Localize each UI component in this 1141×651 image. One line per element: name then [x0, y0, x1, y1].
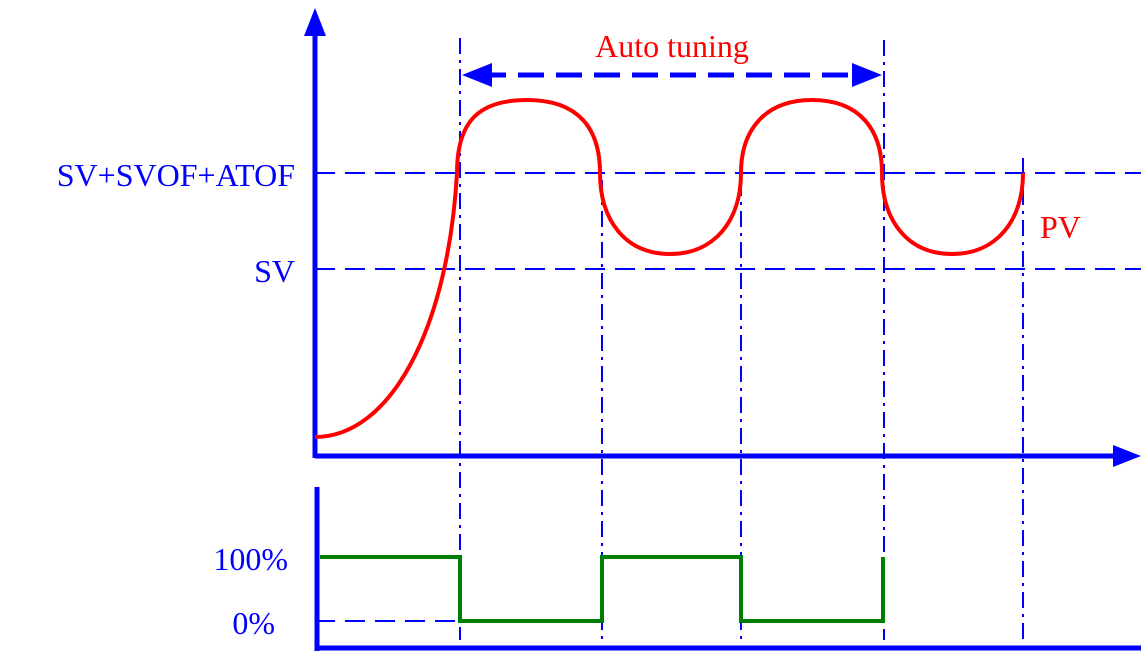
auto-tuning-label: Auto tuning	[595, 28, 749, 64]
timing-lines	[459, 38, 1024, 640]
output-0-label: 0%	[232, 605, 275, 641]
auto-tuning-arrowhead-left	[462, 63, 492, 87]
pv-curve	[314, 97, 1025, 439]
sv-svof-atof-label: SV+SVOF+ATOF	[57, 157, 295, 193]
upper-x-axis-arrowhead	[1113, 445, 1141, 467]
output-signal	[320, 555, 885, 623]
sv-label: SV	[254, 253, 295, 289]
upper-y-axis-arrowhead	[304, 8, 326, 36]
pv-label: PV	[1040, 209, 1081, 245]
auto-tuning-arrowhead-right	[852, 63, 882, 87]
output-100-label: 100%	[213, 541, 288, 577]
